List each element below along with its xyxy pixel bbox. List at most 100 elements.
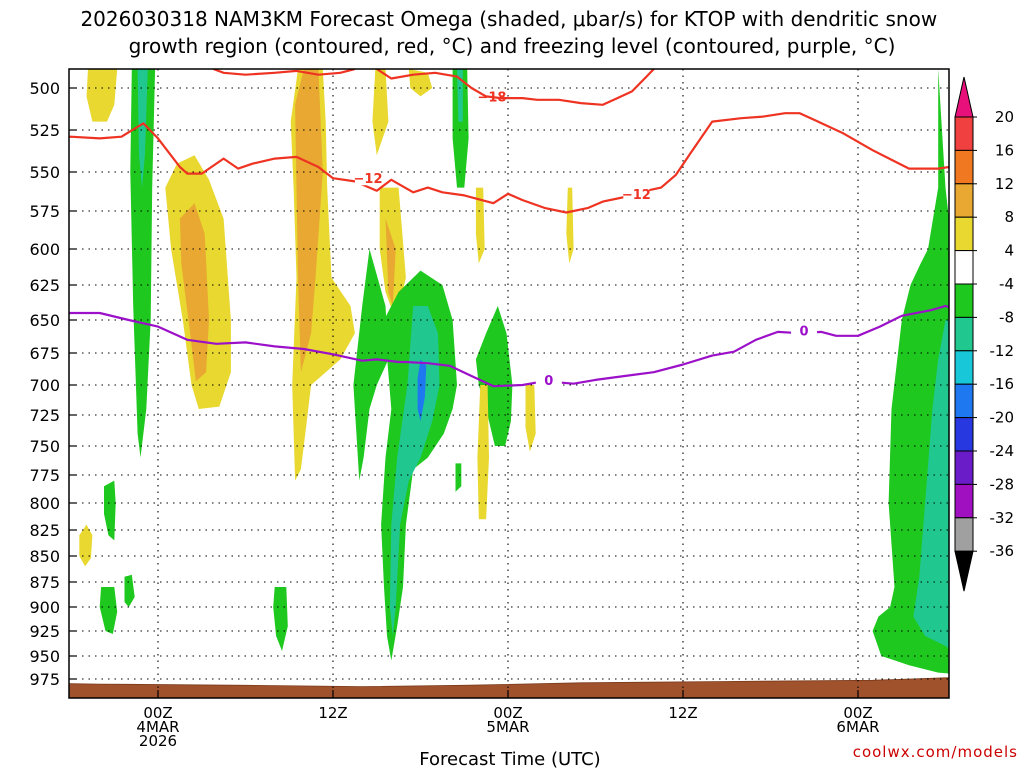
omega-orange-21z [385, 218, 396, 306]
omega-yellow-34z [566, 187, 574, 264]
omega-blue-main [417, 359, 427, 422]
omega-green-low2 [99, 587, 118, 634]
x-tick-label-6-1: 4MAR [136, 718, 179, 736]
dgz-minus-12-label-2: −12 [622, 188, 651, 203]
omega-orange-12z [179, 203, 209, 382]
y-tick-label-700: 700 [29, 376, 60, 395]
y-tick-label-850: 850 [29, 547, 60, 566]
colorbar-label--4: -4 [999, 275, 1014, 293]
y-tick-label-800: 800 [29, 494, 60, 513]
x-tick-label-6-0: 00Z [143, 704, 172, 722]
colorbar-box--36--32 [954, 517, 974, 552]
colorbar: 20 16 12 8 4 -4 -8 -12 -16 -20 -24 -28 -32 -36 [954, 76, 1015, 592]
y-tick-label-900: 900 [29, 598, 60, 617]
colorbar-label--24: -24 [990, 442, 1015, 460]
omega-green-26z [452, 69, 469, 188]
y-tick-label-550: 550 [29, 163, 60, 182]
colorbar-box--32--28 [954, 483, 974, 519]
omega-green-pin [455, 463, 462, 492]
y-tick-label-650: 650 [29, 311, 60, 330]
colorbar-box-16-20 [954, 116, 974, 151]
colorbar-label--20: -20 [990, 409, 1015, 427]
omega-green-low4 [273, 587, 288, 651]
dgz-minus-12-label-bg-2 [623, 185, 650, 201]
y-tick-label-775: 775 [29, 466, 60, 485]
y-tick-label-675: 675 [29, 344, 60, 363]
colorbar-label-20: 20 [995, 108, 1014, 126]
x-tick-label-54-1: 6MAR [836, 718, 879, 736]
y-tick-label-875: 875 [29, 573, 60, 592]
omega-yellow-28z [477, 385, 489, 520]
dgz-minus-18-label-bg-0 [478, 88, 505, 104]
dgz-minus-12-line [69, 112, 949, 214]
colorbar-box-8-12 [954, 183, 974, 218]
freezing-level-label-bg-1 [791, 322, 818, 338]
colorbar-box--4-4 [954, 250, 974, 285]
dgz-minus-12-label-1: −12 [354, 172, 383, 187]
colorbar-over-triangle [954, 76, 974, 118]
colorbar-box--16--12 [954, 350, 974, 385]
colorbar-label-16: 16 [995, 141, 1014, 159]
colorbar-box--28--24 [954, 450, 974, 485]
surface-ground [69, 677, 949, 698]
x-axis-label: Forecast Time (UTC) [419, 749, 600, 768]
colorbar-box--8--4 [954, 283, 974, 318]
omega-green-30z [475, 306, 513, 446]
freezing-level-label-0: 0 [544, 374, 553, 389]
omega-green-low1 [104, 480, 116, 541]
gridlines [69, 69, 949, 698]
y-tick-label-925: 925 [29, 622, 60, 641]
omega-cyan-26z [457, 69, 463, 122]
site-credit: coolwx.com/models [853, 743, 1018, 761]
colorbar-box--12--8 [954, 316, 974, 352]
chart-title-line-1: 2026030318 NAM3KM Forecast Omega (shaded… [80, 7, 937, 31]
y-tick-label-525: 525 [29, 121, 60, 140]
omega-yellow-20z [372, 69, 389, 156]
colorbar-label--28: -28 [990, 475, 1015, 493]
colorbar-under-triangle [954, 550, 974, 592]
x-tick-label-54-0: 00Z [843, 704, 872, 722]
omega-cyan-east [913, 320, 949, 649]
y-axis: 500 525 550 575 600 625 650 675 700 725 750 775 800 8… [29, 79, 77, 689]
omega-yellow-col1 [86, 69, 118, 122]
omega-yellow-22z [408, 69, 433, 97]
y-tick-label-575: 575 [29, 202, 60, 221]
freezing-level-label-1: 0 [800, 325, 809, 340]
colorbar-label--32: -32 [990, 509, 1015, 527]
dgz-minus-18-east-line [376, 69, 655, 106]
chart-title: 2026030318 NAM3KM Forecast Omega (shaded… [80, 7, 943, 58]
colorbar-box--20--16 [954, 383, 974, 419]
colorbar-label--8: -8 [999, 308, 1014, 326]
dgz-minus-18-line [213, 69, 356, 76]
omega-shading-layer [79, 69, 949, 674]
colorbar-box-4-8 [954, 216, 974, 252]
colorbar-label-12: 12 [995, 175, 1014, 193]
y-tick-label-500: 500 [29, 79, 60, 98]
y-tick-label-725: 725 [29, 406, 60, 425]
omega-yellow-31z [525, 385, 536, 452]
terrain-layer [69, 677, 949, 698]
x-tick-label-6-2: 2026 [139, 732, 177, 750]
y-tick-label-825: 825 [29, 521, 60, 540]
colorbar-label--16: -16 [990, 375, 1015, 393]
colorbar-box-12-16 [954, 149, 974, 185]
omega-yellow-28z-top [475, 187, 485, 264]
colorbar-box--24--20 [954, 417, 974, 452]
x-tick-label-30-1: 5MAR [486, 718, 529, 736]
omega-green-low3 [124, 574, 135, 607]
freezing-level-line [69, 304, 949, 388]
colorbar-label--12: -12 [990, 342, 1015, 360]
freezing-level-label-bg-0 [535, 371, 562, 387]
x-tick-label-30-0: 00Z [493, 704, 522, 722]
y-tick-label-625: 625 [29, 276, 60, 295]
colorbar-label--36: -36 [990, 542, 1015, 560]
plot-frame [68, 68, 950, 699]
y-tick-label-975: 975 [29, 670, 60, 689]
colorbar-label-4: 4 [1004, 242, 1014, 260]
x-tick-label-18-0: 12Z [318, 704, 347, 722]
dgz-minus-12-label-bg-1 [355, 170, 381, 186]
y-tick-label-600: 600 [29, 240, 60, 259]
omega-cyan-col2 [137, 69, 148, 188]
